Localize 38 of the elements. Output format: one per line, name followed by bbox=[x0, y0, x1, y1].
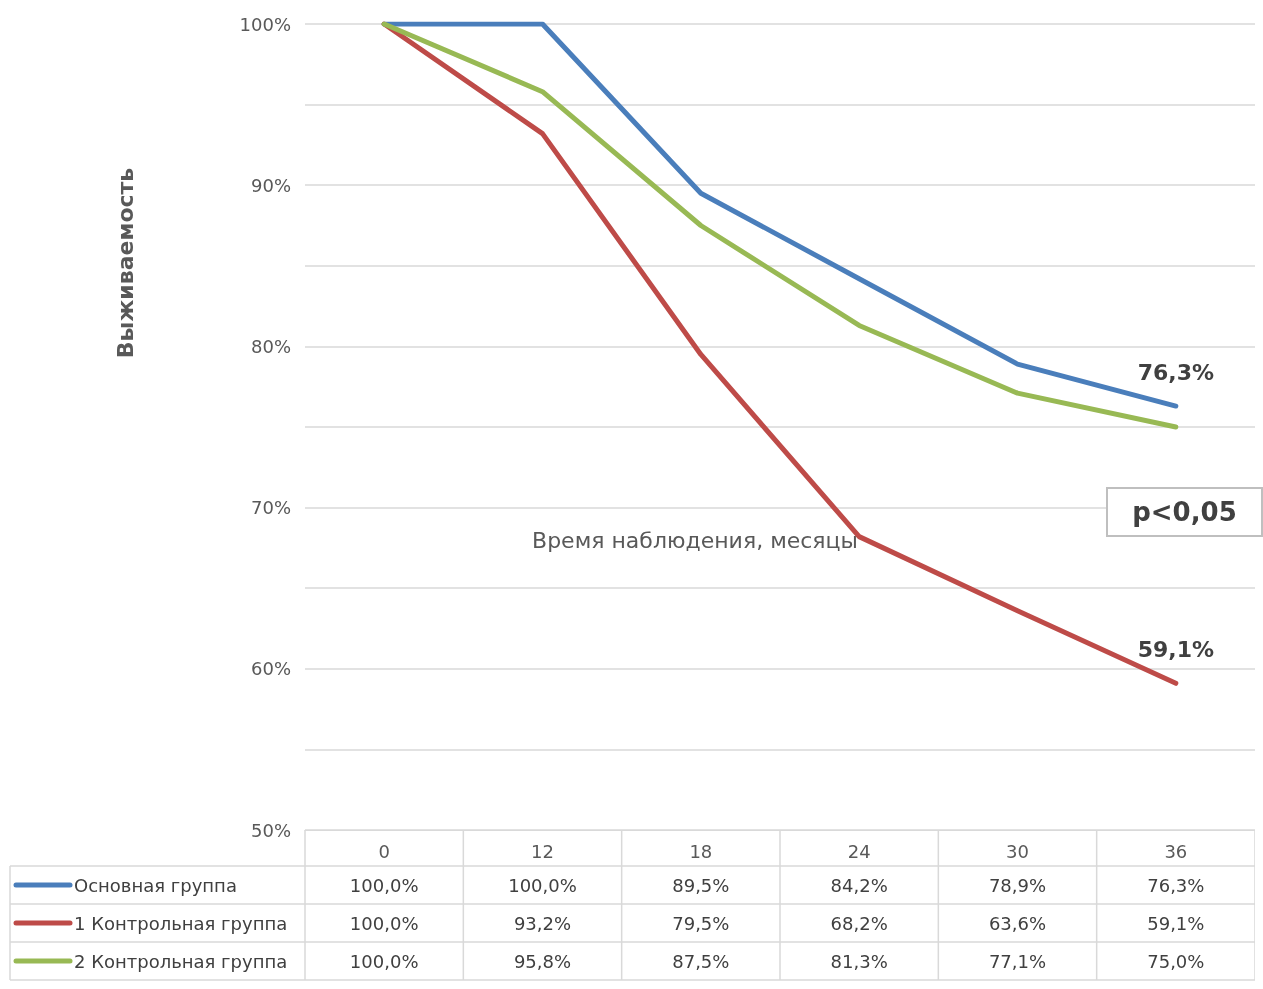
data-label: 59,1% bbox=[1147, 912, 1205, 934]
y-axis-title: Выживаемость bbox=[112, 167, 138, 359]
legend-label: 2 Контрольная группа bbox=[74, 950, 288, 972]
data-label: 77,1% bbox=[988, 950, 1047, 972]
data-label: 79,5% bbox=[672, 912, 730, 934]
data-label: 100,0% bbox=[349, 874, 419, 896]
data-label: 78,9% bbox=[988, 874, 1047, 896]
x-tick-label: 18 bbox=[689, 840, 713, 862]
y-tick-label: 60% bbox=[250, 658, 291, 680]
data-label: 93,2% bbox=[513, 912, 572, 934]
x-tick-label: 30 bbox=[1006, 840, 1029, 862]
y-tick-label: 50% bbox=[250, 819, 291, 841]
y-tick-label: 90% bbox=[250, 174, 291, 196]
legend-label: Основная группа bbox=[74, 874, 237, 896]
annotation: 59,1% bbox=[1137, 636, 1214, 662]
x-tick-label: 24 bbox=[847, 840, 871, 862]
y-tick-label: 70% bbox=[250, 497, 291, 519]
data-label: 100,0% bbox=[508, 874, 577, 896]
y-tick-label: 100% bbox=[239, 13, 291, 35]
data-label: 63,6% bbox=[988, 912, 1047, 934]
data-label: 75,0% bbox=[1147, 950, 1205, 972]
data-label: 81,3% bbox=[830, 950, 888, 972]
data-label: 84,2% bbox=[830, 874, 888, 896]
x-axis-title: Время наблюдения, месяцы bbox=[532, 527, 858, 553]
legend-label: 1 Контрольная группа bbox=[74, 912, 288, 934]
data-label: 76,3% bbox=[1147, 874, 1205, 896]
data-label: 100,0% bbox=[349, 912, 419, 934]
data-label: 87,5% bbox=[672, 950, 730, 972]
data-label: 89,5% bbox=[672, 874, 730, 896]
data-label: 95,8% bbox=[513, 950, 572, 972]
data-label: 100,0% bbox=[349, 950, 419, 972]
x-tick-label: 0 bbox=[378, 840, 390, 862]
y-tick-label: 80% bbox=[250, 335, 291, 357]
x-tick-label: 36 bbox=[1164, 840, 1188, 862]
x-tick-label: 12 bbox=[531, 840, 554, 862]
note-box: p<0,05 bbox=[1106, 487, 1263, 537]
data-label: 68,2% bbox=[830, 912, 888, 934]
annotation: 76,3% bbox=[1137, 359, 1214, 385]
